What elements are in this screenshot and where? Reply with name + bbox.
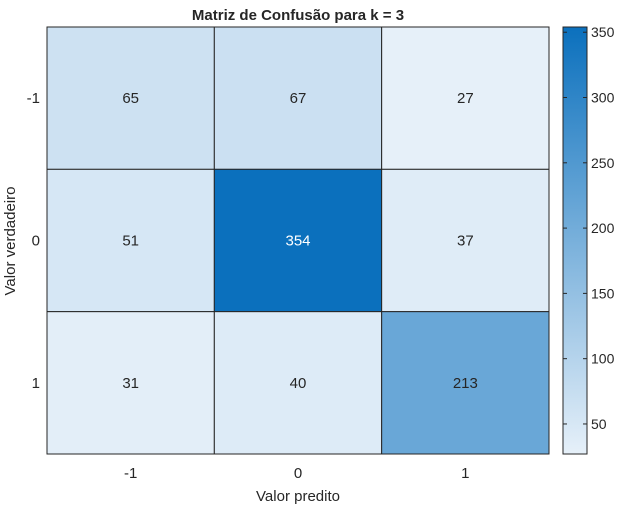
y-tick-label: -1 (27, 90, 40, 107)
x-axis-label: Valor predito (256, 488, 340, 505)
colorbar-tick-label: 300 (591, 90, 615, 106)
cell-value-label: 65 (122, 90, 139, 107)
colorbar: 50 100 150 200 250 300 350 (562, 24, 615, 455)
heatmap-cell (213, 26, 383, 170)
y-tick-labels: -1 0 1 (27, 90, 40, 392)
cell-value-label: 40 (290, 375, 307, 392)
cell-value-label: 31 (122, 375, 139, 392)
heatmap-cell (213, 311, 383, 455)
colorbar-tick-label: 50 (591, 416, 607, 432)
colorbar-gradient (562, 26, 588, 455)
colorbar-tick-label: 100 (591, 351, 615, 367)
cell-value-label: 37 (457, 233, 474, 250)
x-tick-labels: -1 0 1 (124, 465, 470, 482)
heatmap-cell (46, 311, 215, 455)
cell-value-label: 354 (285, 233, 310, 250)
y-tick-label: 0 (32, 233, 40, 250)
colorbar-tick-label: 250 (591, 155, 615, 171)
heatmap-cell (46, 26, 215, 170)
cell-value-label: 67 (290, 90, 307, 107)
colorbar-tick-label: 200 (591, 220, 615, 236)
x-tick-label: -1 (124, 465, 137, 482)
heatmap-cell (46, 168, 215, 313)
cell-value-label: 51 (122, 233, 139, 250)
x-tick-label: 0 (294, 465, 302, 482)
colorbar-tick-label: 350 (591, 24, 615, 40)
heatmap-cell (381, 168, 550, 313)
cell-value-label: 27 (457, 90, 474, 107)
heatmap-cell (381, 311, 550, 455)
heatmap-cell (213, 168, 383, 313)
x-tick-label: 1 (461, 465, 469, 482)
y-axis-label: Valor verdadeiro (2, 187, 19, 296)
y-tick-label: 1 (32, 375, 40, 392)
heatmap-cell (381, 26, 550, 170)
chart-title: Matriz de Confusão para k = 3 (192, 7, 404, 24)
colorbar-tick-label: 150 (591, 285, 615, 301)
heatmap-cells: 65 67 27 51 354 37 31 40 213 (46, 26, 550, 455)
cell-value-label: 213 (453, 375, 478, 392)
